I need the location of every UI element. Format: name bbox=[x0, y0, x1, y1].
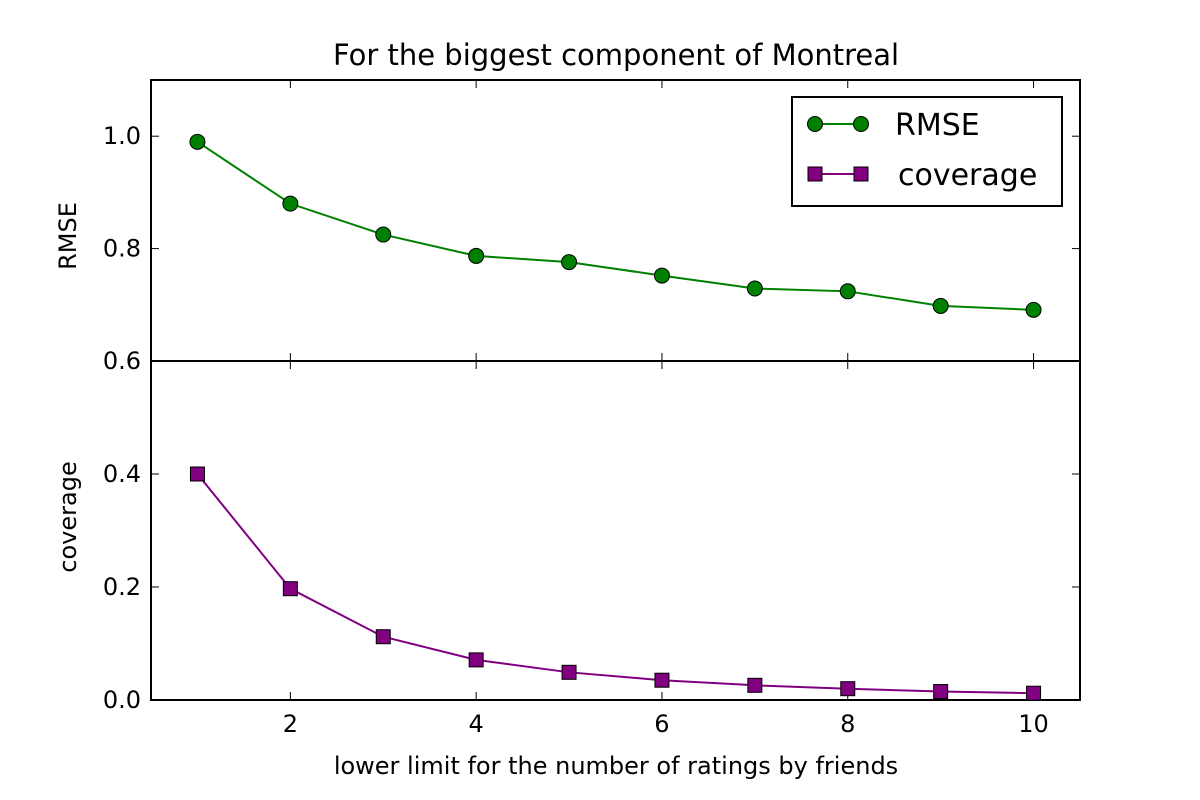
plot-frame-coverage bbox=[150, 360, 1081, 701]
legend: RMSE coverage bbox=[791, 96, 1063, 207]
legend-marker-coverage bbox=[853, 166, 869, 182]
data-point-rmse bbox=[468, 247, 485, 264]
y-axis-label-rmse: RMSE bbox=[54, 202, 82, 270]
x-tick-label: 6 bbox=[654, 710, 669, 738]
y-tick-label-rmse: 0.8 bbox=[103, 235, 141, 263]
data-point-rmse bbox=[839, 283, 856, 300]
y-axis-label-coverage: coverage bbox=[54, 461, 82, 572]
data-point-rmse bbox=[375, 226, 392, 243]
x-tick-label: 10 bbox=[1018, 710, 1049, 738]
legend-marker-coverage bbox=[807, 166, 823, 182]
data-point-coverage bbox=[375, 629, 391, 645]
data-point-coverage bbox=[189, 466, 205, 482]
data-point-rmse bbox=[746, 280, 763, 297]
y-tick-label-rmse: 0.6 bbox=[103, 347, 141, 375]
chart-title: For the biggest component of Montreal bbox=[333, 38, 899, 72]
data-point-coverage bbox=[1026, 685, 1042, 701]
data-point-coverage bbox=[747, 677, 763, 693]
y-tick-label-coverage: 0.4 bbox=[103, 460, 141, 488]
x-tick-label: 2 bbox=[283, 710, 298, 738]
data-point-coverage bbox=[282, 581, 298, 597]
data-point-rmse bbox=[282, 195, 299, 212]
data-point-rmse bbox=[561, 254, 578, 271]
legend-marker-rmse bbox=[807, 116, 823, 132]
data-point-coverage bbox=[933, 684, 949, 700]
series-line-rmse bbox=[196, 140, 1034, 311]
y-tick-label-coverage: 0.2 bbox=[103, 573, 141, 601]
legend-marker-rmse bbox=[853, 116, 869, 132]
data-point-coverage bbox=[468, 652, 484, 668]
data-point-rmse bbox=[1025, 301, 1042, 318]
data-point-coverage bbox=[840, 681, 856, 697]
data-point-coverage bbox=[654, 672, 670, 688]
coverage-panel: 2 4 6 8 10 0.0 0.2 0.4 bbox=[103, 360, 1081, 738]
x-tick-label: 4 bbox=[469, 710, 484, 738]
data-point-rmse bbox=[932, 297, 949, 314]
y-tick-label-coverage: 0.0 bbox=[103, 686, 141, 714]
legend-label-rmse: RMSE bbox=[895, 108, 980, 143]
x-axis-label: lower limit for the number of ratings by… bbox=[334, 752, 898, 780]
data-point-coverage bbox=[561, 664, 577, 680]
legend-label-coverage: coverage bbox=[898, 158, 1037, 193]
y-tick-label-rmse: 1.0 bbox=[103, 122, 141, 150]
series-line-coverage bbox=[196, 473, 1034, 695]
data-point-rmse bbox=[189, 133, 206, 150]
legend-box bbox=[791, 96, 1063, 207]
data-point-rmse bbox=[653, 267, 670, 284]
x-tick-label: 8 bbox=[840, 710, 855, 738]
